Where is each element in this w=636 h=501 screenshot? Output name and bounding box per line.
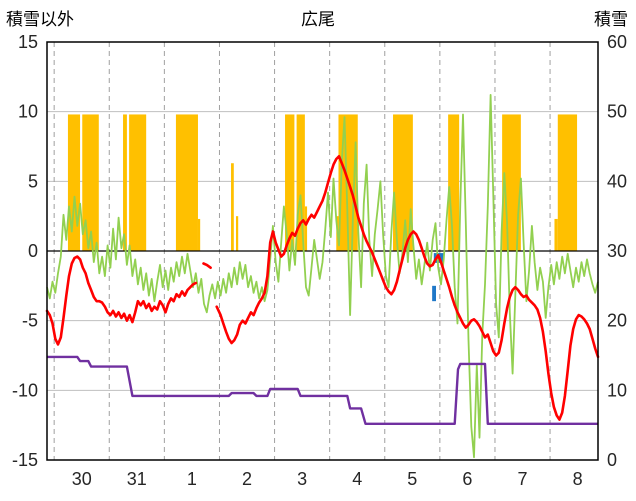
precip-bar [432,286,436,301]
y-right-tick-label: 40 [607,171,627,191]
x-tick-label: 5 [407,469,417,489]
sunshine-bar [236,216,238,251]
y-right-tick-label: 0 [607,450,617,470]
sunshine-bar [558,114,577,251]
y-left-tick-label: 0 [28,241,38,261]
sunshine-bar [305,206,307,251]
chart-plot: 151050-5-10-156050403020100303112345678 [0,0,636,501]
sunshine-bar [554,219,557,251]
sunshine-bar [231,163,234,251]
sunshine-bar [68,114,80,251]
y-left-tick-label: -5 [22,311,38,331]
y-left-tick-label: 5 [28,171,38,191]
y-left-tick-label: 10 [18,102,38,122]
sunshine-bar [176,114,198,251]
sunshine-bar [448,114,459,251]
x-tick-label: 7 [518,469,528,489]
x-tick-label: 6 [462,469,472,489]
y-left-tick-label: -10 [12,380,38,400]
y-right-tick-label: 20 [607,311,627,331]
x-tick-label: 3 [297,469,307,489]
x-tick-label: 4 [352,469,362,489]
sunshine-bar [82,114,99,251]
y-left-tick-label: -15 [12,450,38,470]
y-right-tick-label: 10 [607,380,627,400]
x-tick-label: 2 [242,469,252,489]
y-left-tick-label: 15 [18,32,38,52]
sunshine-bar [123,114,127,251]
x-tick-label: 8 [573,469,583,489]
sunshine-bar [198,219,200,251]
sunshine-bar [129,114,146,251]
y-right-tick-label: 50 [607,102,627,122]
x-tick-label: 1 [187,469,197,489]
weather-chart-page: 積雪以外 広尾 積雪 151050-5-10-15605040302010030… [0,0,636,501]
x-tick-label: 30 [72,469,92,489]
y-right-tick-label: 60 [607,32,627,52]
x-tick-label: 31 [127,469,147,489]
y-right-tick-label: 30 [607,241,627,261]
